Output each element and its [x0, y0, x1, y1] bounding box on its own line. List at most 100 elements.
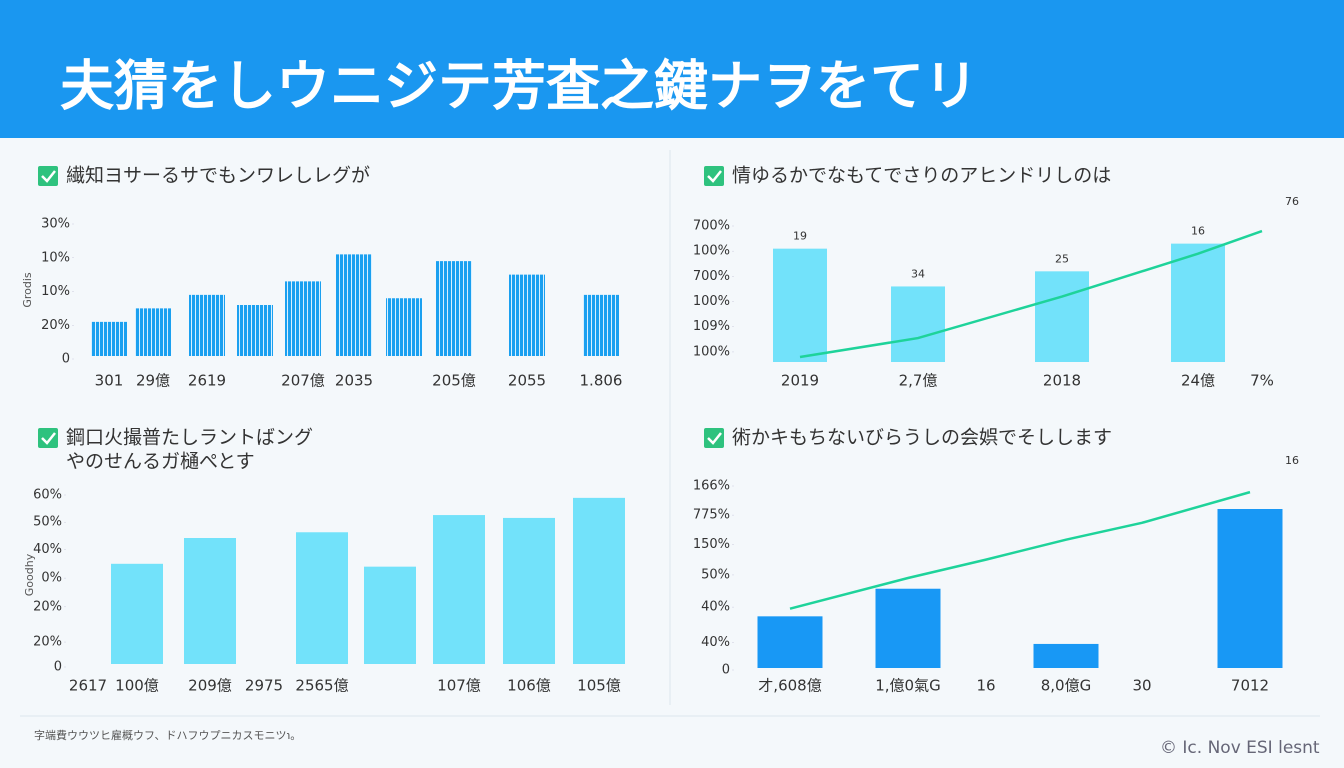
x-tick-label: 7012 [1231, 677, 1269, 695]
y-tick-label: 109% [693, 319, 730, 334]
y-tick-label: 150% [693, 537, 730, 552]
bar [386, 298, 422, 356]
annotation: 16 [1285, 454, 1299, 467]
x-tick-label: 2035 [335, 372, 373, 390]
chart-title: 情ゆるかでなもてでさりのアヒンドリしのは [732, 165, 1111, 187]
y-tick-label: 0 [54, 660, 62, 675]
y-tick-label: 10% [41, 284, 70, 299]
bar [1033, 643, 1099, 668]
y-tick-label: 20% [41, 318, 70, 333]
x-tick-label: 29億 [136, 372, 170, 390]
bar [336, 254, 372, 356]
bar [91, 321, 127, 356]
bar [364, 566, 416, 664]
y-tick-label: 0 [722, 663, 730, 678]
bar [573, 497, 625, 664]
bar [583, 294, 619, 356]
y-tick-label: 60% [33, 488, 62, 503]
x-tick-label: 2,7億 [899, 372, 938, 390]
x-tick-label: 100億 [115, 677, 159, 695]
y-tick-label: 0% [41, 571, 62, 586]
header-bar [0, 0, 1344, 138]
y-tick-label: 40% [701, 635, 730, 650]
chart-title: 繊知ヨサーるサでもンワレしレグが [66, 165, 370, 187]
y-axis-label: Grodis [21, 272, 34, 308]
x-tick-label: 16 [976, 677, 995, 695]
chart-title: 鋼口火撮普たしラントばング [66, 427, 313, 449]
x-tick-label: 106億 [507, 677, 551, 695]
data-label: 34 [911, 267, 925, 280]
footer-note: 字端費ウウツヒ雇概ウフ、ドハフウプニカスモニツ℩。 [34, 728, 301, 742]
y-tick-label: 0 [62, 352, 70, 367]
x-tick-label: 2018 [1043, 372, 1081, 390]
y-tick-label: 40% [701, 600, 730, 615]
checkmark [41, 432, 56, 445]
bar [436, 261, 472, 356]
y-tick-label: 40% [33, 542, 62, 557]
annotation: 76 [1285, 195, 1299, 208]
checkbox [704, 428, 724, 448]
bar [1217, 509, 1283, 668]
checkbox [704, 166, 724, 186]
x-tick-label: 2565億 [295, 677, 348, 695]
y-tick-label: 50% [701, 567, 730, 582]
bar [503, 517, 555, 664]
x-tick-label: 24億 [1181, 372, 1215, 390]
chart-title: 術かキもちないびらうしの会娯でそしします [732, 427, 1112, 449]
checkbox [38, 428, 58, 448]
line [799, 229, 1263, 359]
y-tick-label: 20% [33, 635, 62, 650]
bar [509, 274, 545, 356]
x-tick-label: 107億 [437, 677, 481, 695]
data-label: 19 [793, 230, 807, 243]
y-tick-label: 50% [33, 515, 62, 530]
y-tick-label: 100% [693, 344, 730, 359]
data-label: 25 [1055, 252, 1069, 265]
page-title: 夫猜をしウニジテ芳査之鍵ナヲをてリ [60, 55, 978, 118]
x-tick-label: 1.806 [580, 372, 623, 390]
bar [237, 305, 273, 356]
y-tick-label: 100% [693, 244, 730, 259]
bar [1035, 271, 1089, 362]
x-tick-label: 2619 [188, 372, 226, 390]
x-tick-label: 1,億0氣G [875, 677, 940, 695]
bar [296, 532, 348, 664]
x-tick-label: 2617 [69, 677, 107, 695]
bar [285, 281, 321, 356]
bar [773, 248, 827, 362]
bar [111, 563, 163, 664]
x-tick-label: 才,608億 [758, 677, 821, 695]
x-tick-label: 2975 [245, 677, 283, 695]
y-tick-label: 100% [693, 294, 730, 309]
bar [875, 588, 941, 668]
checkmark [41, 170, 56, 183]
y-tick-label: 700% [693, 269, 730, 284]
checkbox [38, 166, 58, 186]
bar [433, 515, 485, 664]
bar [891, 286, 945, 362]
x-tick-label: 8,0億G [1041, 677, 1091, 695]
data-label: 16 [1191, 225, 1205, 238]
bar [189, 294, 225, 356]
y-axis-label: Goodhy [23, 553, 36, 596]
x-tick-label: 301 [95, 372, 124, 390]
bar [184, 538, 236, 664]
x-tick-label: 105億 [577, 677, 621, 695]
x-tick-label: 30 [1132, 677, 1151, 695]
chart-subtitle: やのせんるガ樋ぺとす [66, 451, 255, 473]
y-tick-label: 775% [693, 508, 730, 523]
y-tick-label: 700% [693, 219, 730, 234]
x-tick-label: 205億 [432, 372, 476, 390]
y-tick-label: 30% [41, 217, 70, 232]
bar [1171, 243, 1225, 362]
y-tick-label: 10% [41, 250, 70, 265]
bar [757, 616, 823, 668]
bar [135, 308, 171, 356]
x-tick-label: 209億 [188, 677, 232, 695]
x-tick-label: 207億 [281, 372, 325, 390]
line [789, 490, 1251, 610]
checkmark [707, 432, 722, 445]
checkmark [707, 170, 722, 183]
